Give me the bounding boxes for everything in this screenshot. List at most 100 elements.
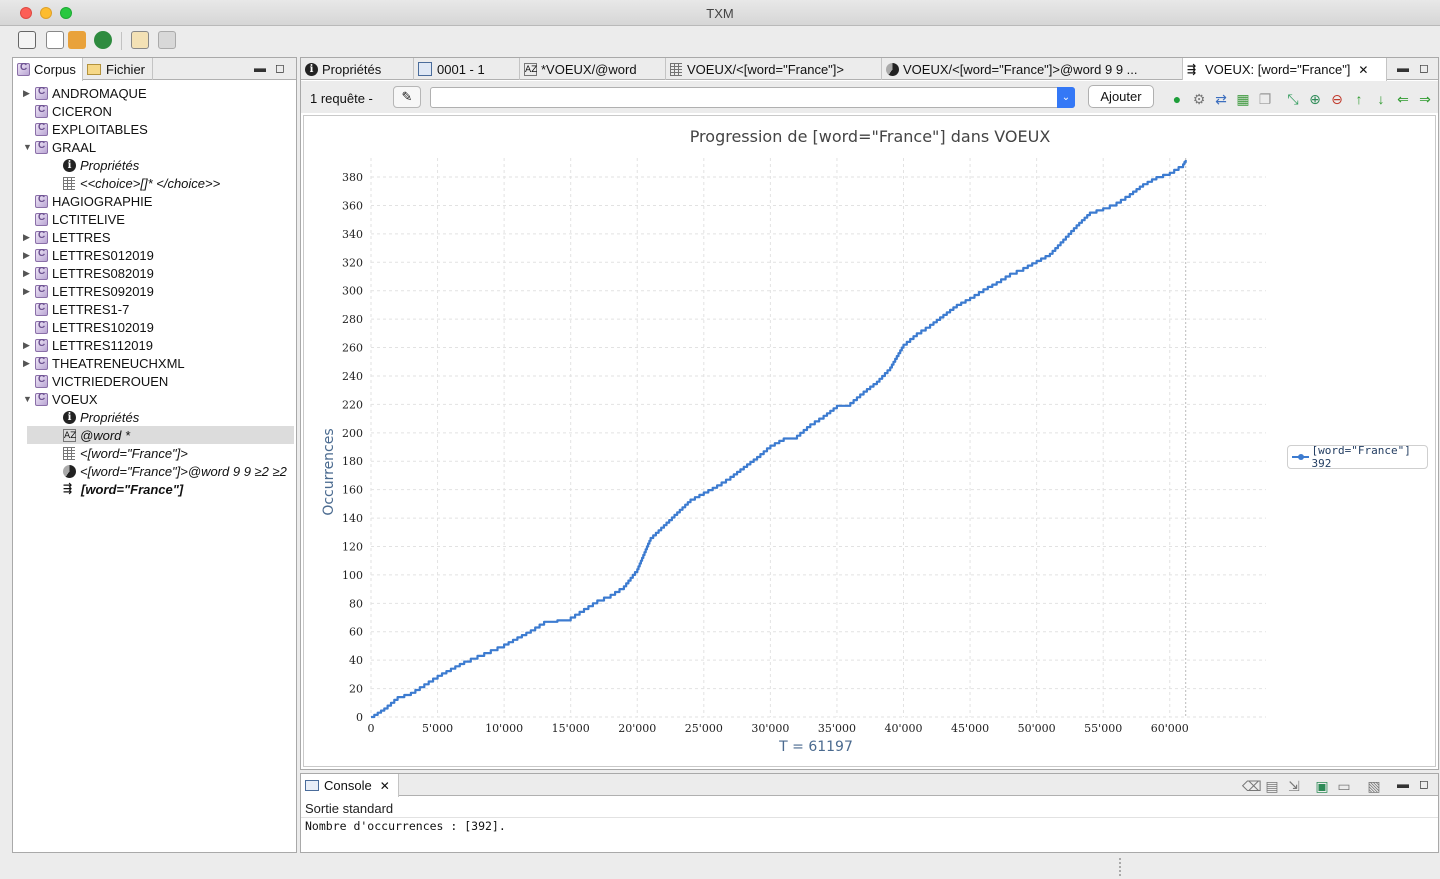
tree-item-label: LETTRES102019 <box>52 319 154 335</box>
close-tab-icon[interactable]: ✕ <box>1358 62 1369 77</box>
collapsed-arrow-icon[interactable]: ▶ <box>23 267 30 278</box>
preferences-icon[interactable] <box>18 31 36 49</box>
progression-chart: Progression de [word="France"] dans VOEU… <box>321 127 1266 755</box>
tree-item-label: LETTRES092019 <box>52 283 154 299</box>
tree-item[interactable]: ▶ LETTRES092019 <box>23 282 294 300</box>
info-icon: i <box>63 410 76 424</box>
pan-left-icon[interactable]: ⇐ <box>1397 91 1409 107</box>
maximize-console-button[interactable]: ◻ <box>1419 777 1429 791</box>
word-wrap-icon[interactable]: ⇲ <box>1288 778 1300 794</box>
tree-item[interactable]: ⇶ [word="France"] <box>27 480 294 498</box>
minimize-console-button[interactable]: ▬ <box>1397 777 1409 791</box>
tree-item[interactable]: i Propriétés <box>27 408 294 426</box>
window-titlebar: TXM <box>0 0 1440 26</box>
tab-specificites[interactable]: VOEUX/<[word="France"]>@word 9 9 ... <box>882 58 1183 80</box>
tab-console-label: Console <box>324 778 372 793</box>
run-script-icon[interactable] <box>94 31 112 49</box>
add-query-button[interactable]: Ajouter <box>1088 85 1154 108</box>
collapsed-arrow-icon[interactable]: ▶ <box>23 339 30 350</box>
expanded-arrow-icon[interactable]: ▼ <box>23 142 32 152</box>
copy-icon[interactable]: ❐ <box>1258 91 1272 107</box>
tree-item[interactable]: HAGIOGRAPHIE <box>27 192 294 210</box>
tab-lexicon[interactable]: AZ *VOEUX/@word <box>520 58 666 80</box>
tree-item[interactable]: <<choice>[]* </choice>> <box>27 174 294 192</box>
tree-item[interactable]: LCTITELIVE <box>27 210 294 228</box>
settings-gear-icon[interactable]: ⚙ <box>1192 91 1206 107</box>
tree-item[interactable]: ▶ LETTRES082019 <box>23 264 294 282</box>
tree-item[interactable]: ▶ ANDROMAQUE <box>23 84 294 102</box>
export-chart-icon[interactable]: ▦ <box>1236 91 1250 107</box>
pan-up-icon[interactable]: ↑ <box>1355 91 1363 107</box>
tree-item[interactable]: ▶ THEATRENEUCHXML <box>23 354 294 372</box>
zoom-in-icon[interactable]: ⊕ <box>1309 91 1321 107</box>
pan-down-icon[interactable]: ↓ <box>1377 91 1385 107</box>
tree-item-label: LETTRES112019 <box>52 337 153 353</box>
query-assistant-button[interactable]: ✎ <box>393 86 421 108</box>
minimize-window-button[interactable] <box>40 7 52 19</box>
progression-chart-area[interactable]: Progression de [word="France"] dans VOEU… <box>303 115 1436 767</box>
share-icon[interactable]: ⇄ <box>1215 91 1227 107</box>
collapsed-arrow-icon[interactable]: ▶ <box>23 357 30 368</box>
collapsed-arrow-icon[interactable]: ▶ <box>23 87 30 98</box>
tree-item[interactable]: LETTRES102019 <box>27 318 294 336</box>
tree-item[interactable]: AZ @word * <box>27 426 294 444</box>
new-file-icon[interactable] <box>46 31 64 49</box>
minimize-editor-button[interactable]: ▬ <box>1397 61 1409 75</box>
corpus-icon <box>35 266 48 280</box>
query-input[interactable] <box>430 87 1075 108</box>
console-body[interactable]: Sortie standard Nombre d'occurrences : [… <box>301 797 1438 852</box>
tree-item[interactable]: ▼ VOEUX <box>23 390 294 408</box>
tab-corpus[interactable]: Corpus <box>13 58 83 81</box>
tree-item[interactable]: ▶ LETTRES112019 <box>23 336 294 354</box>
clear-console-icon[interactable]: ⌫ <box>1242 778 1262 794</box>
display-console-icon[interactable]: ▭ <box>1337 778 1351 794</box>
tree-item[interactable]: LETTRES1-7 <box>27 300 294 318</box>
y-tick-label: 160 <box>342 484 363 497</box>
minimize-panel-button[interactable]: ▬ <box>254 61 266 75</box>
close-console-icon[interactable]: ✕ <box>379 778 390 793</box>
collapsed-arrow-icon[interactable]: ▶ <box>23 285 30 296</box>
tab-fichier[interactable]: Fichier <box>83 58 153 80</box>
tree-item[interactable]: ▼ GRAAL <box>23 138 294 156</box>
compute-icon[interactable]: ● <box>1172 91 1182 107</box>
expanded-arrow-icon[interactable]: ▼ <box>23 394 32 404</box>
tree-item[interactable]: i Propriétés <box>27 156 294 174</box>
open-folder-icon[interactable] <box>68 31 86 49</box>
status-bar-handle[interactable] <box>1119 858 1121 876</box>
maximize-panel-button[interactable]: ◻ <box>275 61 285 75</box>
tab-edition[interactable]: 0001 - 1 <box>414 58 520 80</box>
close-window-button[interactable] <box>20 7 32 19</box>
maximize-editor-button[interactable]: ◻ <box>1419 61 1429 75</box>
scroll-lock-icon[interactable]: ▤ <box>1265 778 1279 794</box>
tree-item[interactable]: VICTRIEDEROUEN <box>27 372 294 390</box>
console-output: Nombre d'occurrences : [392]. <box>305 819 506 833</box>
fit-view-icon[interactable]: ⤡ <box>1287 91 1299 107</box>
tree-item[interactable]: ▶ LETTRES <box>23 228 294 246</box>
tab-proprietes[interactable]: i Propriétés <box>301 58 414 80</box>
chart-legend[interactable]: [word="France"] 392 <box>1287 444 1428 470</box>
y-tick-label: 300 <box>342 285 363 298</box>
concordance-icon <box>670 62 682 76</box>
tree-item[interactable]: CICERON <box>27 102 294 120</box>
import-icon[interactable] <box>131 31 149 49</box>
tab-concordance[interactable]: VOEUX/<[word="France"]> <box>666 58 882 80</box>
tree-item[interactable]: <[word="France"]>@word 9 9 ≥2 ≥2 <box>27 462 294 480</box>
open-console-icon[interactable]: ▧ <box>1367 778 1381 794</box>
tree-item[interactable]: <[word="France"]> <box>27 444 294 462</box>
query-history-dropdown[interactable]: ⌄ <box>1057 87 1075 108</box>
corpus-icon <box>35 338 48 352</box>
pin-console-icon[interactable]: ▣ <box>1315 778 1329 794</box>
zoom-out-icon[interactable]: ⊖ <box>1331 91 1343 107</box>
corpus-icon <box>35 212 48 226</box>
tree-item[interactable]: ▶ LETTRES012019 <box>23 246 294 264</box>
tab-console[interactable]: Console ✕ <box>301 774 399 797</box>
y-tick-label: 380 <box>342 171 363 184</box>
tab-progression[interactable]: ⇶ VOEUX: [word="France"] ✕ <box>1183 58 1387 81</box>
series-line <box>371 160 1187 719</box>
zoom-window-button[interactable] <box>60 7 72 19</box>
tree-item[interactable]: EXPLOITABLES <box>27 120 294 138</box>
collapsed-arrow-icon[interactable]: ▶ <box>23 249 30 260</box>
corpus-view-icon[interactable] <box>158 31 176 49</box>
collapsed-arrow-icon[interactable]: ▶ <box>23 231 30 242</box>
pan-right-icon[interactable]: ⇒ <box>1419 91 1431 107</box>
